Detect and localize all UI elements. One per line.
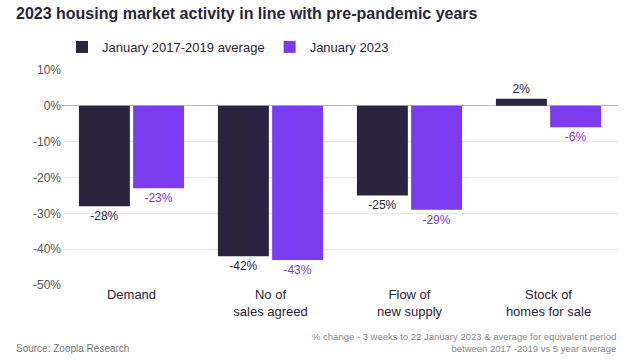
svg-text:-23%: -23% bbox=[144, 191, 172, 205]
svg-text:-20%: -20% bbox=[33, 171, 61, 185]
svg-text:-30%: -30% bbox=[33, 207, 61, 221]
svg-text:January 2017-2019 average: January 2017-2019 average bbox=[102, 40, 265, 55]
svg-text:-28%: -28% bbox=[90, 209, 118, 223]
svg-text:% change - 3 weeks to 22 Janua: % change - 3 weeks to 22 January 2023 & … bbox=[312, 331, 616, 354]
svg-text:-50%: -50% bbox=[33, 278, 61, 292]
svg-text:2%: 2% bbox=[513, 82, 531, 96]
svg-text:-29%: -29% bbox=[422, 213, 450, 227]
svg-text:Source: Zoopla Research: Source: Zoopla Research bbox=[16, 343, 129, 354]
svg-text:-25%: -25% bbox=[368, 198, 396, 212]
svg-text:January 2023: January 2023 bbox=[310, 40, 389, 55]
svg-text:-6%: -6% bbox=[565, 130, 587, 144]
svg-text:Flow ofnew supply: Flow ofnew supply bbox=[377, 287, 443, 319]
svg-text:Stock ofhomes for sale: Stock ofhomes for sale bbox=[506, 287, 591, 319]
svg-text:-40%: -40% bbox=[33, 242, 61, 256]
svg-text:0%: 0% bbox=[44, 99, 62, 113]
svg-text:-43%: -43% bbox=[283, 263, 311, 277]
svg-text:-10%: -10% bbox=[33, 135, 61, 149]
svg-text:Demand: Demand bbox=[107, 287, 156, 302]
svg-text:2023 housing market activity i: 2023 housing market activity in line wit… bbox=[16, 5, 478, 22]
svg-text:-42%: -42% bbox=[229, 259, 257, 273]
svg-text:10%: 10% bbox=[37, 63, 61, 77]
svg-text:No ofsales agreed: No ofsales agreed bbox=[233, 287, 307, 319]
